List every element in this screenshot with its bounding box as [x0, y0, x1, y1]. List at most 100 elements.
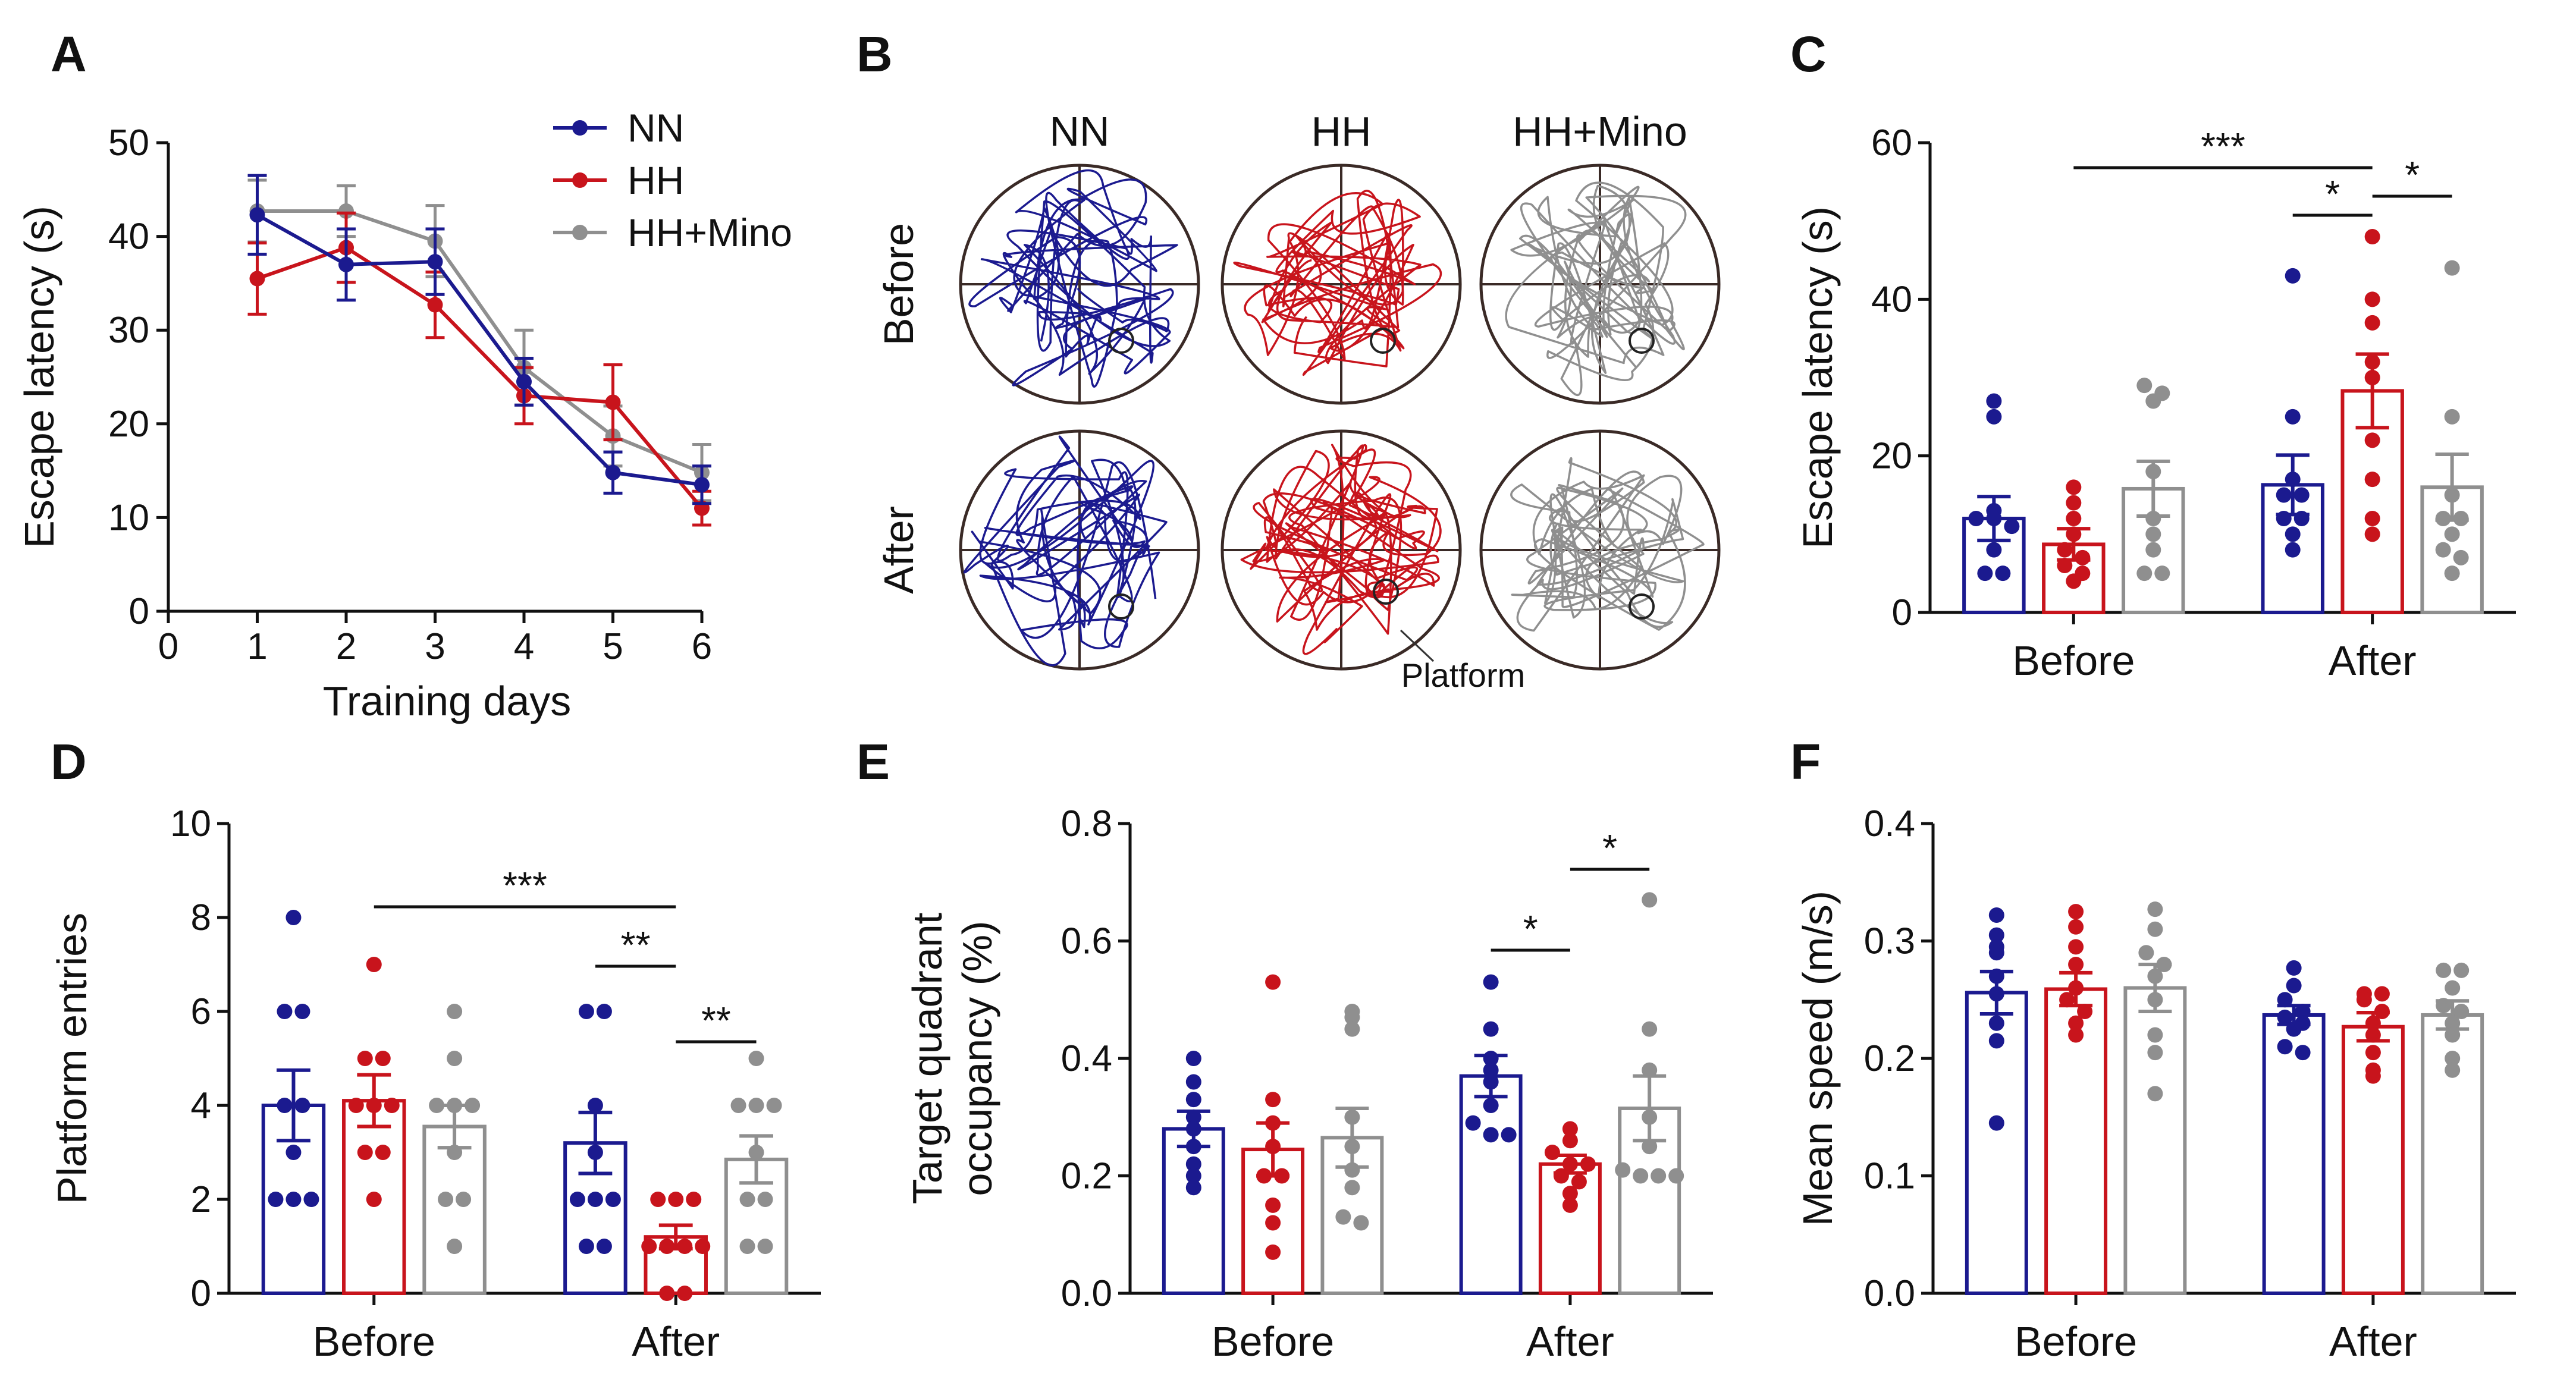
data-point — [1988, 907, 2004, 923]
maze-before-hh — [1220, 164, 1462, 405]
panel-f-bar-chart: 0.0 0.1 0.2 0.3 0.4 Before After Mean speed (m/… — [1794, 803, 2516, 1365]
data-point — [338, 256, 354, 272]
data-point — [2286, 960, 2302, 976]
data-point — [2453, 962, 2470, 978]
data-point — [1483, 1127, 1499, 1143]
data-point — [1642, 1139, 1658, 1155]
data-point — [2364, 229, 2380, 244]
data-point — [2277, 1039, 2293, 1055]
data-point — [2364, 315, 2380, 331]
data-point — [2066, 479, 2082, 495]
legend-label-hhmino: HH+Mino — [627, 210, 792, 254]
data-point — [2147, 1086, 2163, 1102]
data-point — [1344, 1021, 1360, 1037]
data-point — [1274, 1168, 1290, 1184]
data-point — [303, 1192, 319, 1207]
maze-platform-label: Platform — [1401, 656, 1526, 694]
data-point — [375, 1051, 391, 1066]
data-point — [2145, 393, 2161, 409]
data-point — [2075, 549, 2091, 565]
data-point — [1544, 1145, 1560, 1160]
data-point — [1988, 968, 2004, 984]
maze-after-nn — [959, 429, 1200, 671]
data-point — [1483, 1074, 1499, 1090]
platform-marker — [1370, 328, 1396, 354]
series-nn — [247, 174, 711, 505]
data-point — [2365, 1015, 2381, 1031]
data-point — [2145, 464, 2161, 479]
legend-label-hh: HH — [627, 158, 684, 202]
y-tick-label: 4 — [191, 1085, 211, 1126]
significance-label: * — [1602, 827, 1617, 869]
data-point — [447, 1004, 463, 1019]
data-point — [2445, 1015, 2461, 1031]
data-point — [1977, 565, 1993, 582]
data-point — [2138, 945, 2154, 961]
x-tick-label: 3 — [425, 626, 445, 667]
data-point — [285, 910, 302, 925]
data-point — [2365, 1027, 2381, 1043]
data-point — [366, 1192, 382, 1207]
data-point — [447, 1239, 463, 1254]
data-point — [578, 1004, 594, 1019]
data-point — [2293, 487, 2310, 503]
x-tick-label: 0 — [158, 626, 178, 667]
data-point — [348, 1098, 364, 1113]
data-point — [2066, 526, 2082, 542]
data-point — [2066, 573, 2082, 589]
significance-label: * — [1523, 907, 1538, 950]
data-point — [429, 1098, 445, 1113]
y-tick-label: 0 — [1892, 592, 1912, 633]
data-point — [1580, 1156, 1596, 1172]
y-tick-label: 0 — [191, 1273, 211, 1314]
data-point — [2365, 1045, 2381, 1061]
significance-label: * — [2325, 172, 2340, 215]
category-label-after: After — [632, 1318, 720, 1365]
data-point — [1968, 511, 1984, 526]
data-point — [1185, 1121, 1201, 1137]
data-point — [2068, 919, 2084, 935]
y-tick-label: 0.2 — [1061, 1156, 1112, 1197]
data-point — [1185, 1051, 1201, 1066]
data-point — [739, 1239, 755, 1254]
x-tick-label: 4 — [514, 626, 534, 667]
data-point — [650, 1192, 666, 1207]
platform-marker — [1108, 328, 1134, 354]
data-point — [1988, 945, 2004, 961]
platform-marker — [1629, 593, 1655, 620]
platform-marker — [1108, 593, 1134, 620]
data-point — [2445, 1062, 2461, 1078]
panel-a-line-chart: 0 10 20 30 40 50 0 1 2 3 4 5 6 Training days Escape la… — [16, 106, 792, 724]
panel-letter-b: B — [856, 26, 893, 82]
data-point — [2276, 487, 2292, 503]
y-tick-label: 0.4 — [1061, 1038, 1112, 1079]
data-point — [2145, 511, 2161, 526]
data-point — [2285, 268, 2301, 284]
data-point — [2444, 260, 2460, 276]
data-point — [2436, 962, 2452, 978]
data-point — [456, 1192, 472, 1207]
data-point — [1986, 542, 2002, 558]
data-point — [659, 1286, 675, 1301]
data-point — [2068, 1015, 2084, 1031]
data-point — [277, 1098, 293, 1113]
data-point — [1465, 1115, 1481, 1131]
data-point — [2068, 939, 2084, 955]
data-point — [2364, 526, 2380, 542]
data-point — [2364, 291, 2380, 307]
significance-label: * — [2405, 153, 2420, 196]
data-point — [2147, 992, 2163, 1008]
x-tick-label: 2 — [336, 626, 356, 667]
data-point — [2453, 1004, 2470, 1019]
data-point — [438, 1192, 454, 1207]
data-point — [1986, 511, 2002, 526]
data-point — [1988, 1115, 2004, 1131]
data-point — [1185, 1156, 1201, 1172]
data-point — [2136, 378, 2153, 394]
data-point — [605, 1192, 621, 1207]
swim-path — [1233, 190, 1442, 376]
y-axis-label: Escape latency (s) — [16, 206, 62, 548]
data-point — [2435, 511, 2451, 526]
data-point — [757, 1192, 773, 1207]
data-point — [2147, 968, 2163, 984]
